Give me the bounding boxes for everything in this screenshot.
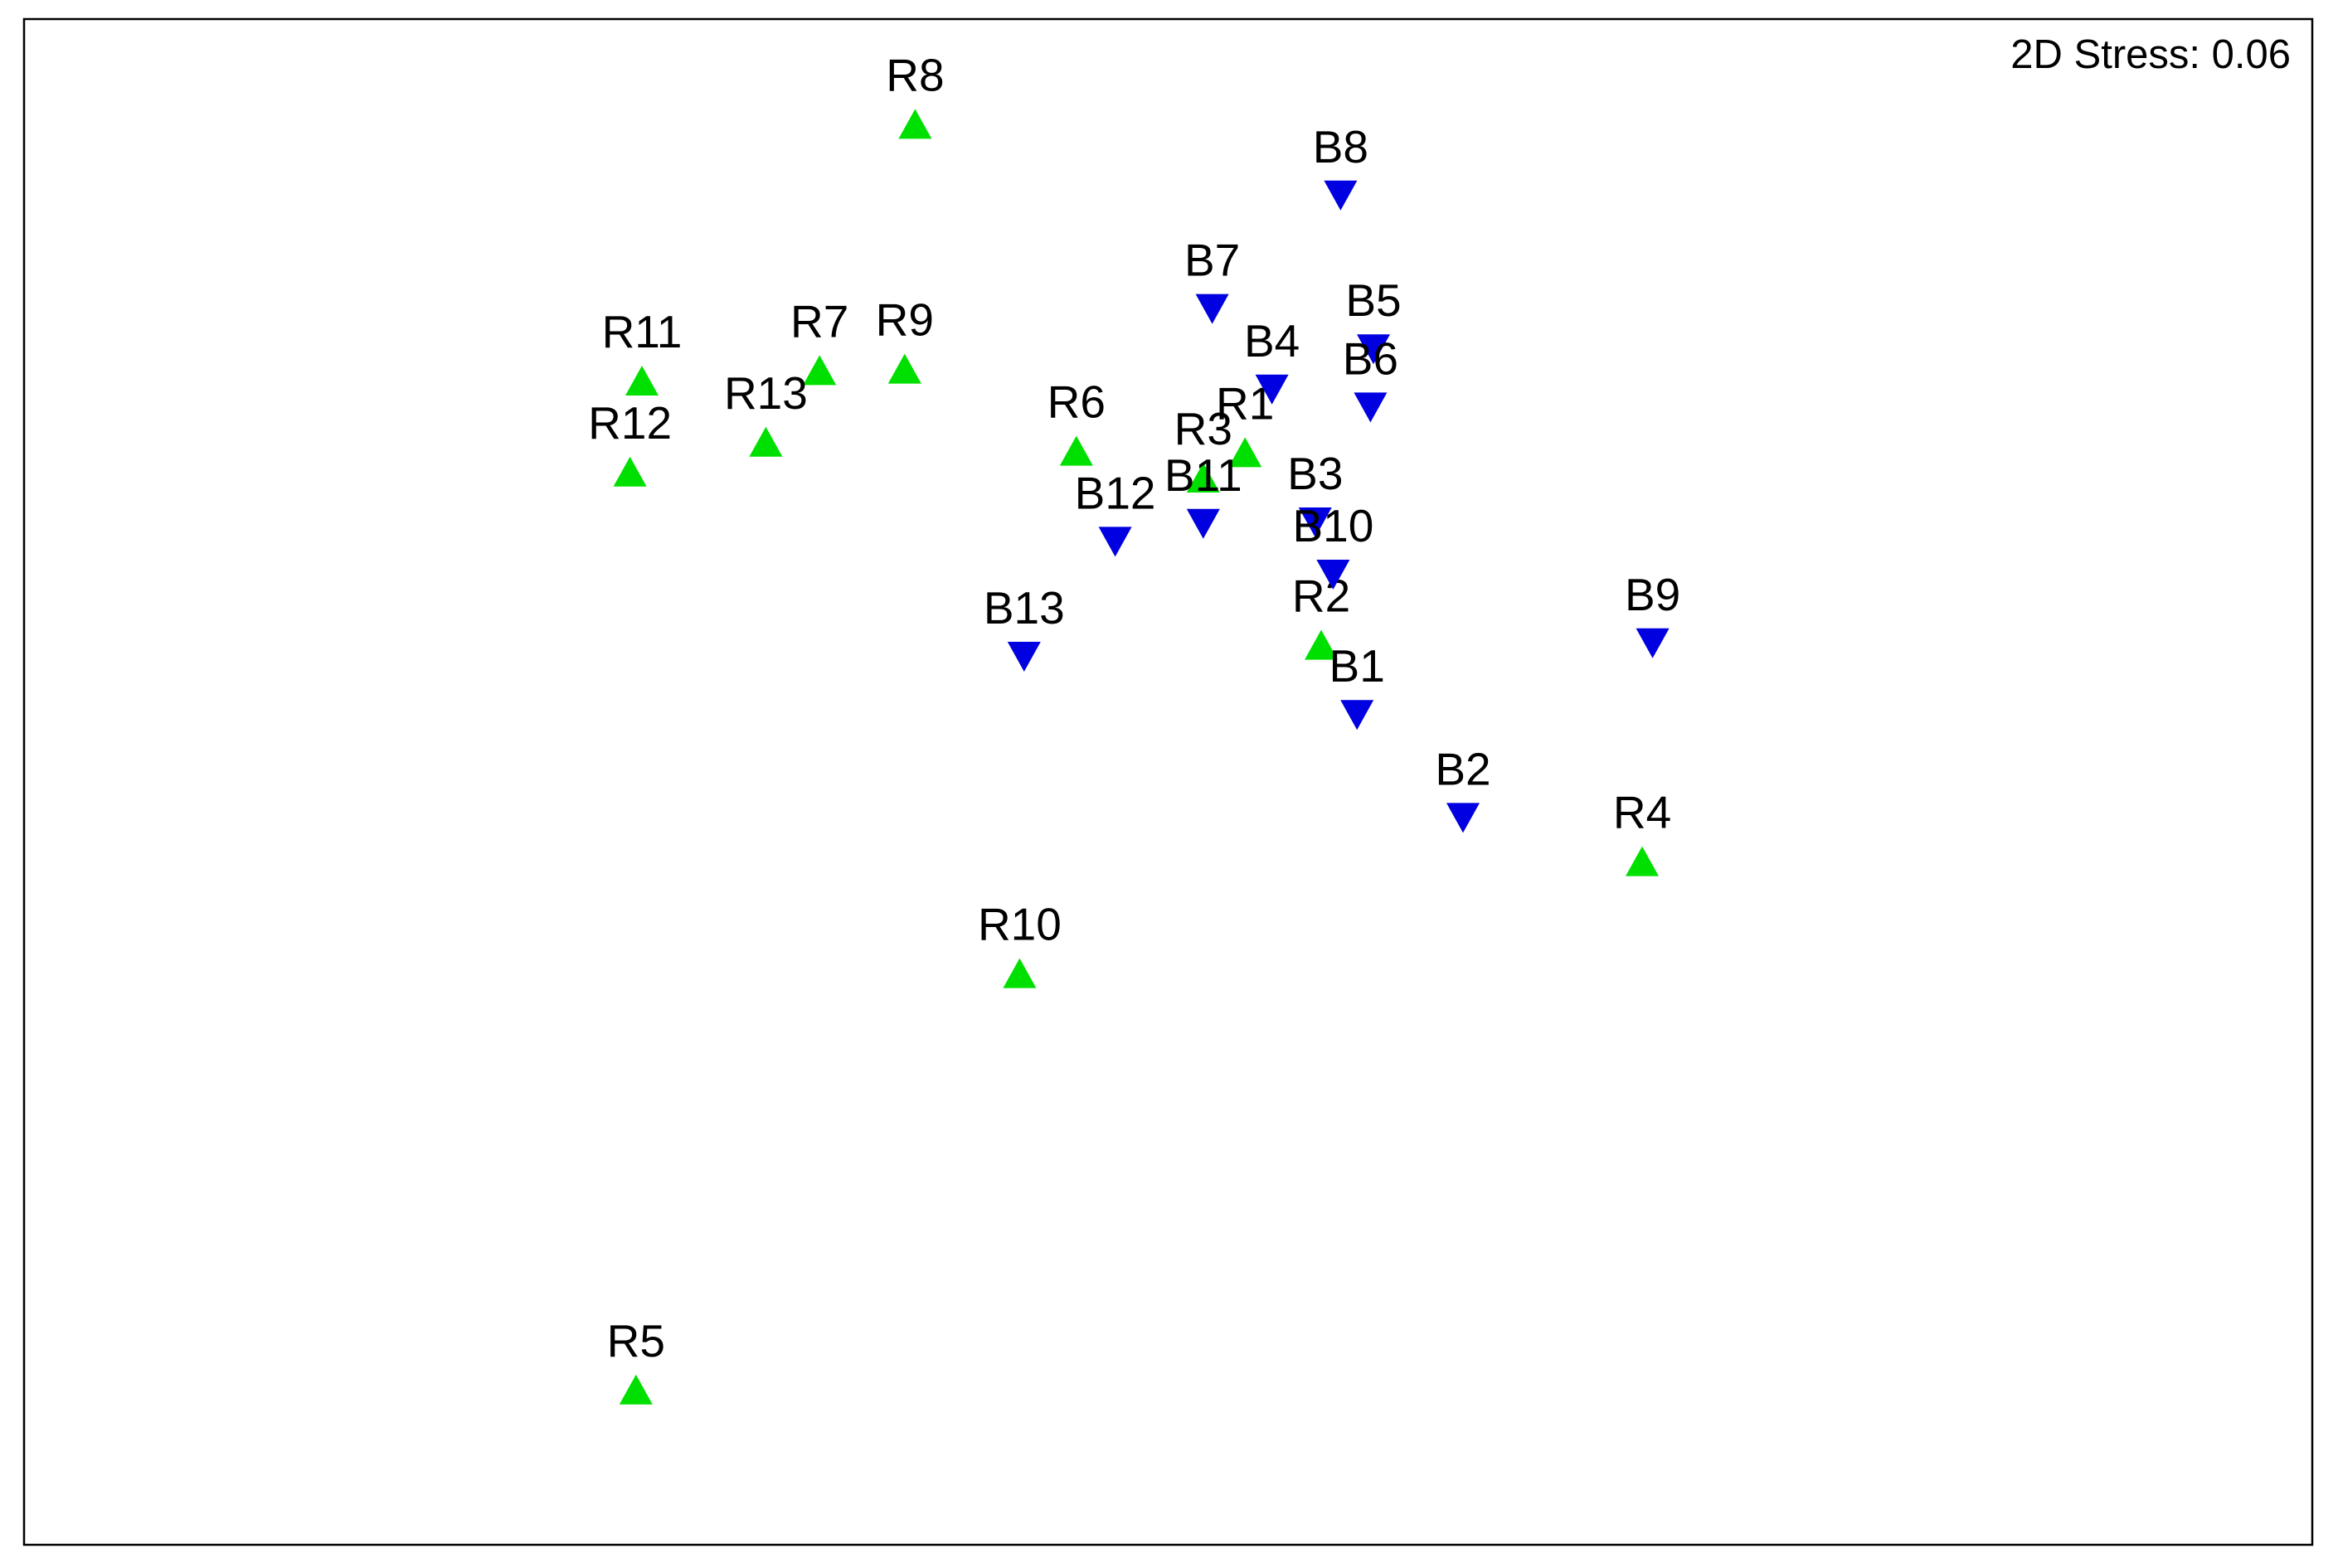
point-marker-r6 — [1059, 435, 1093, 466]
point-label-r9: R9 — [876, 294, 934, 346]
point-label-b9: B9 — [1625, 569, 1680, 620]
point-marker-r12 — [613, 456, 647, 487]
point-marker-b13 — [1007, 642, 1041, 672]
point-marker-b7 — [1195, 294, 1229, 324]
point-marker-r7 — [803, 355, 837, 386]
point-marker-r3 — [1186, 463, 1220, 493]
point-label-b4: B4 — [1244, 315, 1300, 367]
point-marker-r11 — [625, 366, 659, 396]
point-label-b12: B12 — [1075, 467, 1156, 518]
point-label-r12: R12 — [588, 397, 672, 449]
point-marker-b9 — [1636, 628, 1670, 658]
point-marker-b11 — [1186, 508, 1220, 539]
point-label-b6: B6 — [1343, 333, 1398, 384]
point-label-r10: R10 — [978, 899, 1062, 950]
point-label-r6: R6 — [1047, 376, 1106, 428]
point-marker-b6 — [1354, 392, 1388, 423]
point-marker-r2 — [1305, 629, 1338, 660]
point-marker-b12 — [1098, 527, 1132, 557]
point-label-b8: B8 — [1313, 121, 1368, 172]
point-label-r5: R5 — [607, 1315, 665, 1367]
point-label-b7: B7 — [1184, 235, 1240, 286]
point-marker-b2 — [1446, 803, 1480, 833]
point-label-b2: B2 — [1435, 743, 1490, 794]
point-label-b1: B1 — [1329, 640, 1385, 692]
point-label-b10: B10 — [1292, 500, 1373, 551]
stress-annotation: 2D Stress: 0.06 — [2010, 32, 2291, 77]
point-label-b13: B13 — [984, 582, 1065, 634]
point-marker-r1 — [1228, 437, 1262, 468]
point-label-r11: R11 — [602, 306, 683, 357]
point-marker-r5 — [619, 1374, 653, 1405]
plot-frame — [22, 17, 2314, 1546]
point-marker-r10 — [1003, 958, 1037, 988]
point-label-r4: R4 — [1613, 787, 1671, 838]
point-marker-r4 — [1626, 846, 1659, 876]
point-marker-b5 — [1357, 334, 1390, 365]
point-label-b3: B3 — [1287, 448, 1343, 499]
point-marker-r13 — [749, 426, 783, 457]
point-marker-b10 — [1316, 560, 1350, 590]
point-marker-b8 — [1324, 180, 1358, 211]
point-label-r8: R8 — [886, 49, 944, 100]
point-label-r13: R13 — [724, 367, 808, 419]
point-marker-b4 — [1255, 374, 1289, 405]
point-label-b11: B11 — [1164, 449, 1242, 501]
point-marker-b3 — [1298, 507, 1332, 537]
point-label-b5: B5 — [1345, 274, 1401, 326]
point-label-r3: R3 — [1174, 403, 1232, 454]
point-label-r2: R2 — [1292, 570, 1350, 622]
point-marker-r9 — [887, 353, 921, 384]
point-marker-r8 — [898, 109, 932, 139]
point-label-r7: R7 — [790, 295, 848, 347]
point-marker-b1 — [1340, 700, 1374, 731]
